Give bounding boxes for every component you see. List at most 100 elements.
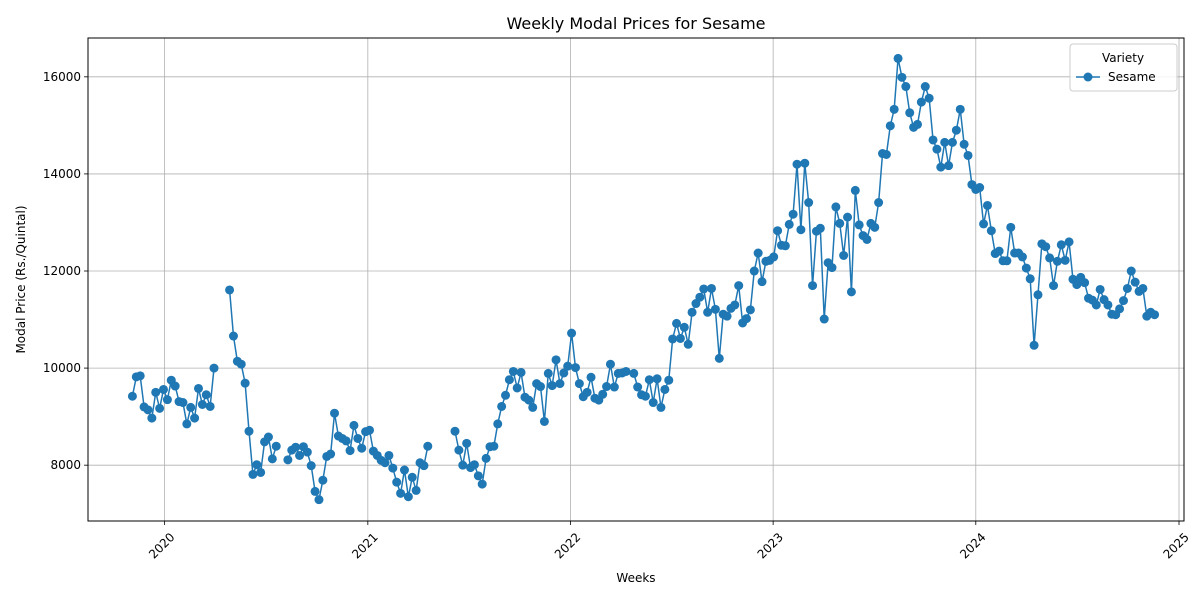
- data-point: [959, 139, 969, 149]
- data-point: [306, 461, 316, 471]
- data-point: [901, 82, 911, 92]
- data-point: [536, 382, 545, 392]
- data-point: [392, 477, 402, 487]
- data-point: [928, 135, 938, 145]
- data-point: [602, 382, 612, 392]
- plot-frame: [87, 37, 1185, 522]
- data-point: [508, 366, 518, 376]
- data-point: [862, 234, 872, 244]
- data-point: [784, 219, 794, 229]
- data-point: [201, 390, 211, 400]
- data-point: [1060, 255, 1070, 265]
- data-point: [225, 285, 235, 295]
- data-point: [1029, 340, 1039, 350]
- data-point: [186, 402, 196, 412]
- data-point: [380, 458, 390, 468]
- data-point: [792, 159, 802, 169]
- data-point: [1080, 278, 1090, 288]
- data-point: [652, 374, 662, 384]
- data-point: [143, 405, 153, 415]
- data-point: [403, 492, 413, 502]
- data-point: [271, 441, 281, 451]
- data-point: [1115, 304, 1125, 314]
- data-point: [975, 183, 985, 193]
- data-point: [839, 250, 849, 260]
- data-point: [178, 398, 188, 408]
- data-point: [730, 300, 740, 310]
- data-point: [302, 447, 312, 457]
- data-point: [295, 450, 305, 460]
- data-point: [555, 379, 565, 389]
- data-point: [835, 218, 845, 228]
- data-point: [244, 426, 254, 436]
- data-point: [1006, 222, 1016, 232]
- data-point: [757, 277, 767, 287]
- data-point: [539, 416, 549, 426]
- data-point: [1017, 252, 1027, 262]
- data-point: [633, 382, 643, 392]
- data-point: [248, 469, 258, 479]
- data-point: [209, 363, 219, 373]
- data-point: [170, 381, 180, 391]
- data-point: [951, 125, 961, 135]
- data-point: [979, 219, 989, 229]
- data-point: [893, 53, 903, 63]
- data-point: [524, 395, 534, 405]
- data-point: [407, 472, 417, 482]
- y-tick-label: 14000: [43, 167, 81, 181]
- data-point: [699, 284, 709, 294]
- data-point: [924, 93, 934, 103]
- data-point: [423, 441, 433, 451]
- data-point: [586, 372, 596, 382]
- data-point: [318, 475, 328, 485]
- data-point: [831, 202, 841, 212]
- data-point: [1025, 274, 1035, 284]
- data-point: [489, 441, 499, 451]
- data-point: [399, 465, 409, 475]
- data-point: [656, 402, 666, 412]
- data-point: [885, 121, 895, 131]
- data-point: [1033, 290, 1043, 300]
- legend-entry-sesame: Sesame: [1108, 70, 1156, 84]
- data-point: [559, 368, 569, 378]
- data-point: [504, 375, 514, 385]
- data-point: [193, 383, 203, 393]
- data-point: [252, 460, 262, 470]
- data-point: [345, 446, 355, 456]
- data-point: [889, 104, 899, 114]
- data-point: [605, 359, 615, 369]
- data-point: [326, 449, 336, 459]
- data-point: [664, 375, 674, 385]
- data-point: [854, 220, 864, 230]
- data-point: [291, 442, 301, 452]
- data-point: [916, 97, 926, 107]
- data-point: [127, 391, 137, 401]
- data-point: [675, 333, 685, 343]
- data-point: [920, 82, 930, 92]
- y-tick-label: 16000: [43, 70, 81, 84]
- data-point: [703, 307, 713, 317]
- data-point: [1056, 240, 1066, 250]
- data-point: [353, 433, 363, 443]
- data-point: [843, 212, 853, 222]
- data-point: [341, 436, 351, 446]
- data-point: [722, 311, 732, 321]
- data-point: [710, 304, 720, 314]
- data-point: [197, 400, 207, 409]
- data-point: [773, 226, 783, 236]
- data-point: [804, 198, 814, 208]
- data-point: [753, 248, 763, 258]
- data-point: [1021, 263, 1031, 273]
- data-point: [481, 453, 491, 463]
- data-point: [267, 454, 277, 464]
- chart-title: Weekly Modal Prices for Sesame: [506, 14, 765, 33]
- data-point: [1052, 256, 1062, 266]
- data-point: [644, 375, 654, 385]
- data-point: [850, 185, 860, 195]
- data-point: [827, 263, 837, 273]
- data-point: [1072, 280, 1082, 290]
- data-point: [905, 108, 915, 118]
- y-tick-label: 12000: [43, 264, 81, 278]
- y-axis-label: Modal Price (Rs./Quintal): [14, 205, 28, 353]
